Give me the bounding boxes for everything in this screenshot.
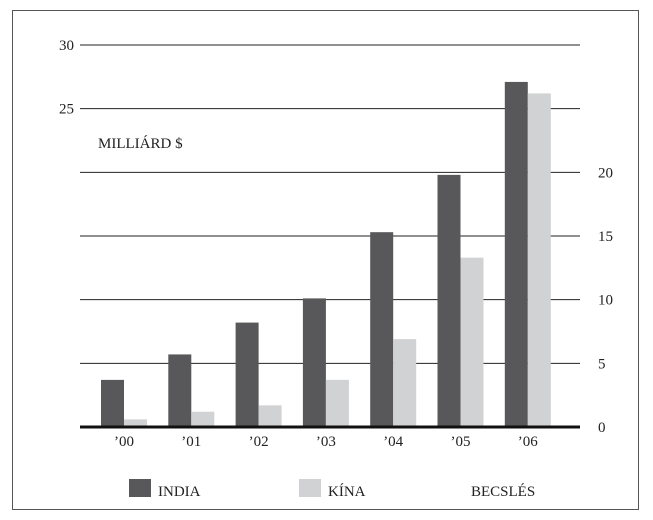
category-label: ’01 xyxy=(181,434,201,450)
category-label: ’02 xyxy=(249,434,269,450)
bar-india xyxy=(235,322,259,427)
legend: INDIA KÍNA BECSLÉS xyxy=(129,479,535,500)
right-tick-label: 10 xyxy=(598,293,613,309)
bar-kina xyxy=(527,93,551,428)
left-tick-label: 30 xyxy=(59,38,74,54)
bar-india xyxy=(370,232,394,427)
bar-india xyxy=(437,174,461,427)
left-axis-ticks: 30 25 xyxy=(59,38,74,118)
bar-kina xyxy=(191,411,215,427)
left-tick-label: 25 xyxy=(59,102,74,118)
right-tick-label: 0 xyxy=(598,420,606,436)
bar-india xyxy=(101,379,124,427)
bar-kina xyxy=(124,419,147,427)
bar-india xyxy=(504,81,528,427)
legend-swatch-kina xyxy=(299,479,321,497)
category-label: ’00 xyxy=(114,434,134,450)
right-tick-label: 5 xyxy=(598,356,606,372)
right-tick-label: 20 xyxy=(598,165,613,181)
category-label: ’06 xyxy=(518,434,538,450)
bar-kina xyxy=(393,339,417,427)
category-labels: ’00 ’01 ’02 ’03 ’04 ’05 ’06 xyxy=(114,434,538,450)
bar-india xyxy=(302,298,326,427)
unit-label: MILLIÁRD $ xyxy=(98,135,183,152)
legend-label-kina: KÍNA xyxy=(328,483,366,500)
legend-label-becsles: BECSLÉS xyxy=(471,483,535,500)
bar-india xyxy=(168,354,192,427)
right-tick-label: 15 xyxy=(598,229,613,245)
legend-label-india: INDIA xyxy=(158,484,201,500)
category-label: ’05 xyxy=(451,434,471,450)
category-label: ’03 xyxy=(316,434,336,450)
bars xyxy=(101,81,551,428)
bar-kina xyxy=(258,405,282,427)
bar-kina xyxy=(325,379,349,427)
gridlines xyxy=(80,44,580,364)
category-label: ’04 xyxy=(383,434,403,450)
legend-swatch-india xyxy=(129,479,151,497)
right-axis-ticks: 20 15 10 5 0 xyxy=(598,165,613,436)
bar-kina xyxy=(460,257,484,427)
